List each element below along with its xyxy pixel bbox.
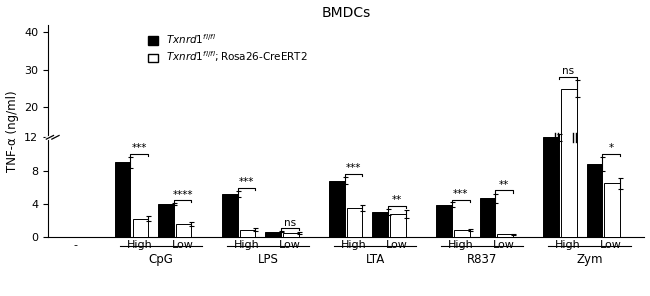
Bar	[283, 233, 298, 237]
Text: LTA: LTA	[365, 252, 385, 266]
Text: ***: ***	[453, 189, 469, 199]
Bar	[587, 164, 603, 237]
Title: BMDCs: BMDCs	[322, 6, 371, 20]
Bar	[497, 234, 513, 237]
Text: **: **	[499, 180, 509, 190]
Bar	[265, 232, 281, 237]
Bar	[240, 230, 255, 237]
Text: **: **	[392, 195, 402, 205]
Bar	[158, 204, 174, 237]
Bar	[176, 224, 192, 237]
Text: ns: ns	[562, 67, 574, 76]
Y-axis label: TNF-α (ng/ml): TNF-α (ng/ml)	[6, 90, 19, 172]
Bar	[133, 219, 148, 237]
Bar	[604, 183, 620, 237]
Text: Zym: Zym	[577, 252, 603, 266]
Bar	[561, 89, 577, 237]
Bar	[347, 208, 363, 237]
Bar	[329, 181, 344, 237]
Bar	[115, 162, 131, 237]
Bar	[390, 214, 406, 237]
Text: ***: ***	[131, 143, 147, 153]
Text: LPS: LPS	[257, 252, 278, 266]
Text: CpG: CpG	[148, 252, 174, 266]
Bar	[222, 194, 237, 237]
Text: ns: ns	[283, 218, 296, 228]
Bar	[543, 137, 559, 237]
Text: ***: ***	[239, 177, 254, 187]
Bar	[372, 212, 388, 237]
Bar	[454, 230, 469, 237]
Text: *: *	[608, 143, 614, 153]
Bar	[480, 198, 495, 237]
Text: R837: R837	[467, 252, 497, 266]
Text: ***: ***	[346, 163, 361, 173]
Bar	[436, 205, 452, 237]
Legend: $\it{Txnrd1}$$^{fl/fl}$, $\it{Txnrd1}$$^{fl/fl}$$\it{;}$Rosa26-CreERT2: $\it{Txnrd1}$$^{fl/fl}$, $\it{Txnrd1}$$^…	[146, 30, 310, 67]
Text: ****: ****	[172, 190, 193, 200]
